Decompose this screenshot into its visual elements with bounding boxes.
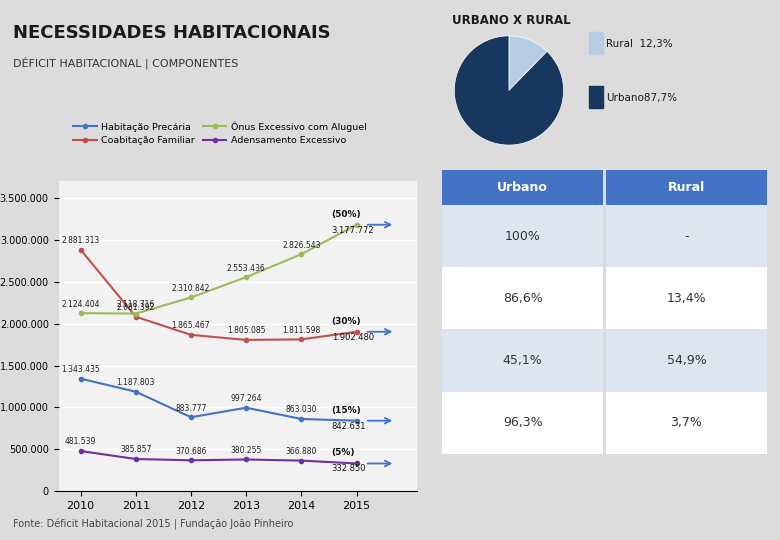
Text: 2.553.436: 2.553.436 [227,264,265,273]
Ônus Excessivo com Aluguel [186,294,196,301]
Text: 100%: 100% [505,230,541,243]
Text: 332.850: 332.850 [332,464,367,473]
Text: 2.118.716: 2.118.716 [117,300,155,309]
Line: Habitação Precária: Habitação Precária [79,376,359,423]
Habitação Precária [186,414,196,421]
Adensamento Excessivo [186,457,196,463]
Text: 3.177.772: 3.177.772 [332,226,374,234]
Ônus Excessivo com Aluguel [242,274,251,280]
Coabitação Familiar [131,314,140,320]
Text: 1.343.435: 1.343.435 [61,365,100,374]
Line: Ônus Excessivo com Aluguel: Ônus Excessivo com Aluguel [79,222,359,316]
Text: 997.264: 997.264 [230,394,262,403]
Text: (30%): (30%) [332,317,361,326]
Coabitação Familiar [352,328,361,335]
Text: 3,7%: 3,7% [671,416,702,429]
Text: 96,3%: 96,3% [503,416,542,429]
Text: (15%): (15%) [332,406,361,415]
Text: 2.826.543: 2.826.543 [282,241,321,249]
Line: Adensamento Excessivo: Adensamento Excessivo [79,449,359,465]
Text: 1.187.803: 1.187.803 [116,378,155,387]
Text: 481.539: 481.539 [65,437,96,447]
Adensamento Excessivo [296,457,306,464]
Text: (5%): (5%) [332,449,355,457]
Text: 1.805.085: 1.805.085 [227,326,265,335]
Coabitação Familiar [186,332,196,338]
Text: 842.631: 842.631 [332,422,367,430]
Habitação Precária [242,404,251,411]
Text: 2.124.404: 2.124.404 [62,300,100,308]
Text: 54,9%: 54,9% [667,354,706,367]
Text: 1.902.480: 1.902.480 [332,333,374,342]
Text: 380.255: 380.255 [231,446,262,455]
Text: 385.857: 385.857 [120,446,151,454]
Line: Coabitação Familiar: Coabitação Familiar [79,247,359,342]
Adensamento Excessivo [76,448,85,454]
Text: URBANO X RURAL: URBANO X RURAL [452,14,570,26]
Text: 863.030: 863.030 [285,406,317,414]
Adensamento Excessivo [352,460,361,467]
Text: 45,1%: 45,1% [503,354,542,367]
Text: 1.865.467: 1.865.467 [172,321,211,330]
Coabitação Familiar [76,246,85,253]
Legend: Habitação Precária, Coabitação Familiar, Ônus Excessivo com Aluguel, Adensamento: Habitação Precária, Coabitação Familiar,… [69,117,370,149]
Text: 2.310.842: 2.310.842 [172,284,210,293]
Coabitação Familiar [242,336,251,343]
Text: Rural  12,3%: Rural 12,3% [606,39,672,49]
Habitação Precária [352,417,361,424]
Text: 2.081.392: 2.081.392 [116,303,155,312]
Text: 1.811.598: 1.811.598 [282,326,321,335]
Text: 13,4%: 13,4% [667,292,706,305]
Text: 370.686: 370.686 [176,447,207,456]
Wedge shape [509,36,547,91]
Ônus Excessivo com Aluguel [296,251,306,258]
Habitação Precária [296,416,306,422]
Text: Rural: Rural [668,181,705,194]
Text: 883.777: 883.777 [176,403,207,413]
Habitação Precária [76,375,85,382]
Text: 2.881.313: 2.881.313 [62,236,100,245]
Text: NECESSIDADES HABITACIONAIS: NECESSIDADES HABITACIONAIS [13,24,331,42]
Text: 366.880: 366.880 [285,447,317,456]
Ônus Excessivo com Aluguel [131,310,140,317]
Ônus Excessivo com Aluguel [76,310,85,316]
Adensamento Excessivo [242,456,251,463]
Text: Fonte: Déficit Habitacional 2015 | Fundação João Pinheiro: Fonte: Déficit Habitacional 2015 | Funda… [13,519,293,530]
Text: -: - [684,230,689,243]
Text: Urbano: Urbano [497,181,548,194]
Text: DÉFICIT HABITACIONAL | COMPONENTES: DÉFICIT HABITACIONAL | COMPONENTES [13,57,239,69]
Text: Urbano87,7%: Urbano87,7% [606,93,677,103]
Text: 86,6%: 86,6% [503,292,542,305]
Coabitação Familiar [296,336,306,342]
Wedge shape [455,36,563,145]
Ônus Excessivo com Aluguel [352,221,361,228]
Habitação Precária [131,388,140,395]
Adensamento Excessivo [131,456,140,462]
Text: (50%): (50%) [332,210,361,219]
